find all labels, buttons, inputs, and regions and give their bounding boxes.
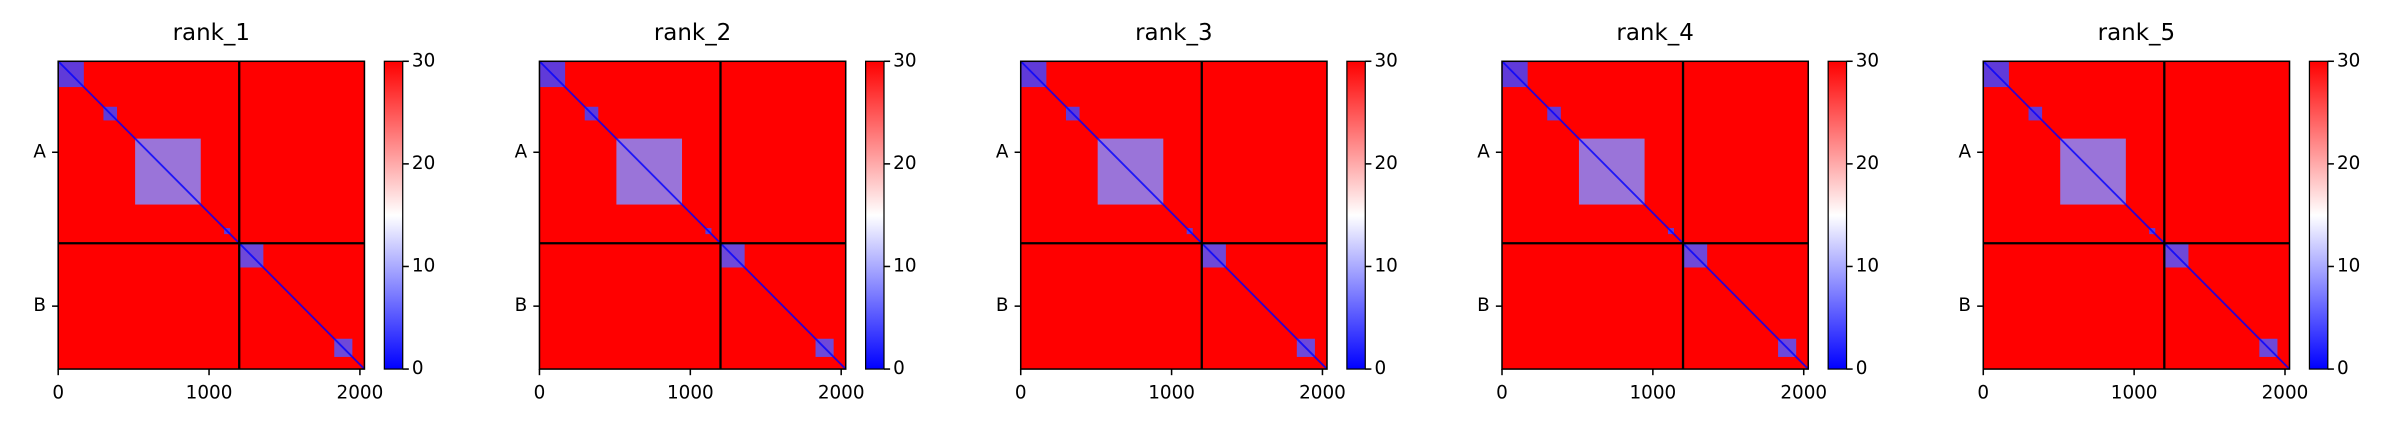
plot-frame bbox=[1501, 60, 1810, 370]
panel-title: rank_2 bbox=[654, 20, 731, 46]
colorbar-tick-label: 20 bbox=[1856, 153, 1879, 174]
x-tick-label: 0 bbox=[534, 383, 546, 404]
plot-frame bbox=[538, 60, 847, 370]
colorbar-tick-label: 30 bbox=[1856, 50, 1879, 71]
colorbar bbox=[1827, 60, 1848, 370]
plot-frame bbox=[57, 60, 366, 370]
colorbar-tick-label: 10 bbox=[2337, 255, 2360, 276]
x-tick-label: 0 bbox=[52, 383, 64, 404]
colorbar-tick-label: 0 bbox=[412, 358, 424, 379]
x-tick-label: 2000 bbox=[818, 383, 865, 404]
x-tick-label: 2000 bbox=[1780, 383, 1827, 404]
colorbar bbox=[865, 60, 885, 370]
plot-frame bbox=[1019, 60, 1328, 370]
panel-title: rank_3 bbox=[1135, 20, 1212, 46]
colorbar-tick-label: 0 bbox=[2337, 358, 2349, 379]
diagonal bbox=[1982, 60, 2291, 370]
colorbar-tick-label: 20 bbox=[1374, 153, 1397, 174]
y-tick-label: B bbox=[996, 295, 1009, 316]
y-tick-label: A bbox=[1477, 141, 1490, 162]
x-tick-label: 1000 bbox=[667, 383, 714, 404]
y-tick-label: A bbox=[515, 141, 528, 162]
x-tick-label: 1000 bbox=[1148, 383, 1195, 404]
x-tick-label: 2000 bbox=[337, 383, 384, 404]
colorbar-tick-label: 30 bbox=[412, 50, 435, 71]
colorbar-tick-label: 20 bbox=[893, 153, 916, 174]
plot-frame bbox=[1982, 60, 2291, 370]
diagonal bbox=[57, 60, 366, 370]
colorbar-tick-label: 10 bbox=[1374, 255, 1397, 276]
colorbar-tick-label: 10 bbox=[412, 255, 435, 276]
colorbar-tick-label: 0 bbox=[893, 358, 905, 379]
panel-title: rank_1 bbox=[173, 20, 250, 46]
colorbar-tick-label: 20 bbox=[2337, 153, 2360, 174]
y-tick-label: B bbox=[1958, 295, 1971, 316]
x-tick-label: 1000 bbox=[186, 383, 233, 404]
y-tick-label: A bbox=[33, 141, 46, 162]
colorbar-tick-label: 0 bbox=[1856, 358, 1868, 379]
y-tick-label: B bbox=[33, 295, 46, 316]
diagonal bbox=[538, 60, 847, 370]
colorbar-tick-label: 10 bbox=[1856, 255, 1879, 276]
diagonal bbox=[1020, 60, 1328, 370]
x-tick-label: 1000 bbox=[2111, 383, 2158, 404]
colorbar bbox=[1346, 60, 1366, 370]
x-tick-label: 0 bbox=[1015, 383, 1027, 404]
x-tick-label: 0 bbox=[1496, 383, 1508, 404]
colorbar-tick-label: 10 bbox=[893, 255, 916, 276]
colorbar bbox=[2308, 60, 2329, 370]
colorbar-tick-label: 30 bbox=[2337, 50, 2360, 71]
colorbar bbox=[383, 60, 404, 370]
diagonal bbox=[1501, 60, 1809, 370]
x-tick-label: 2000 bbox=[2262, 383, 2309, 404]
panel-title: rank_5 bbox=[2098, 20, 2175, 46]
colorbar-tick-label: 30 bbox=[1374, 50, 1397, 71]
panel-title: rank_4 bbox=[1616, 20, 1693, 46]
colorbar-tick-label: 30 bbox=[893, 50, 916, 71]
x-tick-label: 0 bbox=[1977, 383, 1989, 404]
colorbar-tick-label: 20 bbox=[412, 153, 435, 174]
colorbar-tick-label: 0 bbox=[1374, 358, 1386, 379]
x-tick-label: 1000 bbox=[1629, 383, 1676, 404]
y-tick-label: B bbox=[1477, 295, 1490, 316]
y-tick-label: B bbox=[515, 295, 528, 316]
y-tick-label: A bbox=[1958, 141, 1971, 162]
x-tick-label: 2000 bbox=[1299, 383, 1346, 404]
y-tick-label: A bbox=[996, 141, 1009, 162]
